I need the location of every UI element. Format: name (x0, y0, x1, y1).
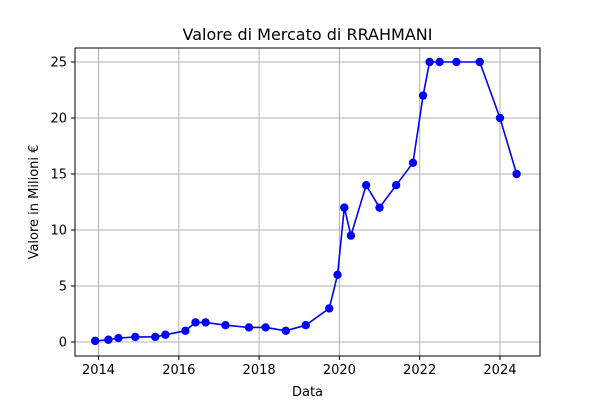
data-point (408, 158, 418, 167)
data-point (340, 203, 349, 212)
x-tick-label: 2024 (483, 363, 516, 378)
x-tick-label: 2020 (323, 363, 356, 378)
data-point (114, 333, 123, 343)
data-point (418, 91, 428, 100)
data-point (181, 326, 190, 335)
data-point (333, 270, 342, 279)
x-axis-label: Data (292, 385, 323, 400)
data-point (161, 330, 170, 339)
data-point (261, 323, 270, 332)
data-point (435, 57, 444, 67)
y-tick-label: 15 (50, 168, 67, 183)
data-point (361, 181, 371, 190)
data-point (191, 318, 200, 327)
data-point (201, 318, 210, 327)
data-point (495, 113, 505, 123)
data-point (131, 332, 140, 342)
y-axis-label: Valore in Milioni € (27, 145, 42, 260)
data-point (221, 321, 230, 330)
tick-layer: 2014 2016 2018 2020 2022 2024 0 5 10 15 20 25 (50, 56, 516, 379)
data-point (281, 326, 291, 335)
x-tick-label: 2022 (403, 363, 436, 378)
data-point (244, 323, 254, 332)
y-tick-label: 10 (50, 224, 67, 239)
data-point (512, 169, 521, 179)
data-point (425, 57, 434, 67)
y-tick-label: 25 (50, 56, 67, 71)
grid-layer (75, 48, 540, 356)
data-point (325, 304, 334, 313)
chart-title: Valore di Mercato di RRAHMANI (183, 25, 433, 44)
data-point (346, 231, 356, 240)
plot-frame (74, 47, 541, 357)
data-layer (90, 57, 521, 346)
x-tick-label: 2014 (82, 363, 115, 378)
data-point (104, 335, 113, 344)
data-point (301, 321, 310, 330)
data-point (475, 57, 484, 67)
x-tick-label: 2016 (162, 363, 195, 378)
y-tick-label: 20 (50, 112, 67, 127)
x-tick-label: 2018 (243, 363, 276, 378)
data-point (452, 57, 461, 67)
y-tick-label: 5 (59, 280, 67, 295)
data-point (151, 332, 160, 342)
data-point (391, 181, 401, 190)
data-point (375, 203, 384, 212)
data-point (90, 336, 100, 346)
y-tick-label: 0 (59, 336, 67, 351)
